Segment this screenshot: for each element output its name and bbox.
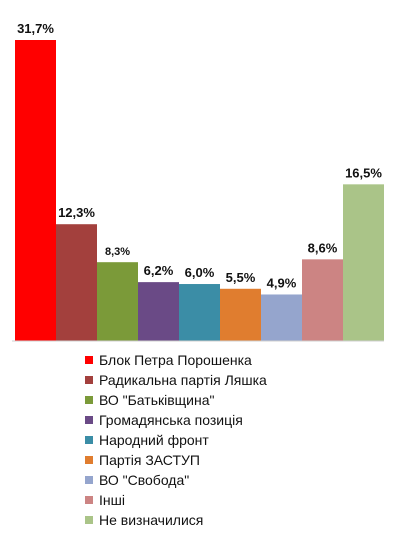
- legend-swatch: [85, 356, 93, 364]
- bar-value-label-4: 6,2%: [144, 263, 174, 278]
- bar-6: [220, 288, 261, 341]
- legend: Блок Петра Порошенка Радикальна партія Ля…: [85, 350, 267, 530]
- bar-8: [302, 259, 343, 341]
- bar-5: [179, 284, 220, 341]
- bar-4: [138, 282, 179, 341]
- legend-swatch: [85, 376, 93, 384]
- bar-value-label-5: 6,0%: [185, 265, 215, 280]
- bar-1: [15, 40, 56, 341]
- legend-swatch: [85, 396, 93, 404]
- legend-label: Блок Петра Порошенка: [99, 352, 252, 368]
- bar-value-label-1: 31,7%: [17, 21, 54, 36]
- value-labels-group: 31,7% 12,3% 8,3% 6,2% 6,0% 5,5% 4,9% 8,6% 16,5%: [17, 21, 382, 290]
- legend-item-5: Народний фронт: [85, 430, 267, 450]
- legend-item-9: Не визначилися: [85, 510, 267, 530]
- legend-swatch: [85, 476, 93, 484]
- bar-chart: 31,7% 12,3% 8,3% 6,2% 6,0% 5,5% 4,9% 8,6% 16,5%: [12, 21, 384, 342]
- legend-label: Не визначилися: [99, 512, 204, 528]
- bar-value-label-6: 5,5%: [226, 270, 256, 285]
- bar-3: [97, 262, 138, 341]
- bar-value-label-3: 8,3%: [105, 246, 130, 258]
- legend-item-1: Блок Петра Порошенка: [85, 350, 267, 370]
- legend-swatch: [85, 416, 93, 424]
- bar-value-label-8: 8,6%: [308, 240, 338, 255]
- bar-value-label-2: 12,3%: [58, 205, 95, 220]
- bar-value-label-7: 4,9%: [267, 275, 297, 290]
- legend-item-2: Радикальна партія Ляшка: [85, 370, 267, 390]
- legend-label: ВО "Свобода": [99, 472, 190, 488]
- legend-item-3: ВО "Батьківщина": [85, 390, 267, 410]
- bar-2: [56, 224, 97, 341]
- legend-swatch: [85, 436, 93, 444]
- legend-label: Інші: [99, 492, 125, 508]
- bar-9: [343, 184, 384, 341]
- bars-group: [15, 40, 384, 341]
- legend-swatch: [85, 456, 93, 464]
- legend-label: Радикальна партія Ляшка: [99, 372, 267, 388]
- legend-item-8: Інші: [85, 490, 267, 510]
- legend-swatch: [85, 516, 93, 524]
- bar-value-label-9: 16,5%: [345, 165, 382, 180]
- legend-item-7: ВО "Свобода": [85, 470, 267, 490]
- legend-label: Народний фронт: [99, 432, 209, 448]
- legend-item-6: Партія ЗАСТУП: [85, 450, 267, 470]
- legend-item-4: Громадянська позиція: [85, 410, 267, 430]
- bar-7: [261, 294, 302, 341]
- legend-label: ВО "Батьківщина": [99, 392, 215, 408]
- legend-label: Партія ЗАСТУП: [99, 452, 200, 468]
- legend-swatch: [85, 496, 93, 504]
- legend-label: Громадянська позиція: [99, 412, 243, 428]
